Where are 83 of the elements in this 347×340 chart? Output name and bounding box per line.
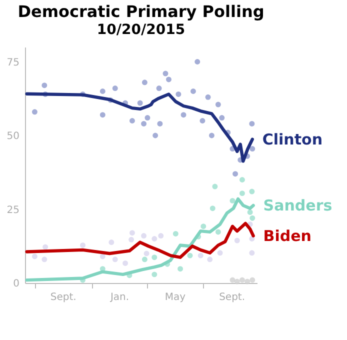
- point: [187, 252, 193, 258]
- series-label: Biden: [263, 226, 312, 245]
- point: [152, 132, 158, 138]
- point: [100, 254, 106, 260]
- point: [172, 231, 178, 236]
- point: [141, 120, 147, 126]
- point: [250, 146, 256, 152]
- point: [144, 250, 150, 256]
- chart-subtitle: 10/20/2015: [96, 22, 186, 38]
- point: [100, 112, 106, 118]
- point: [207, 256, 213, 262]
- point: [142, 80, 148, 86]
- point: [247, 209, 253, 215]
- point: [190, 88, 196, 94]
- point: [80, 242, 86, 248]
- series-label: Clinton: [262, 130, 323, 148]
- x-tick-label: May: [164, 292, 186, 303]
- point: [42, 256, 48, 262]
- point: [234, 238, 240, 244]
- point: [239, 277, 245, 283]
- point: [212, 184, 218, 190]
- point: [129, 230, 135, 236]
- point: [239, 177, 245, 182]
- point: [122, 260, 128, 266]
- point: [250, 277, 256, 283]
- y-tick-label: 50: [6, 131, 20, 142]
- point: [230, 277, 236, 283]
- point: [200, 118, 206, 124]
- point: [152, 272, 158, 278]
- point: [142, 256, 148, 262]
- point: [232, 171, 238, 177]
- line-series: [25, 197, 255, 282]
- point: [217, 250, 223, 256]
- point: [249, 188, 255, 194]
- point: [249, 250, 255, 256]
- point: [158, 233, 164, 239]
- point: [32, 109, 38, 115]
- point: [205, 94, 211, 100]
- point: [230, 198, 236, 204]
- point: [141, 233, 147, 239]
- line-series: [25, 222, 255, 259]
- point: [137, 100, 143, 106]
- point: [157, 120, 163, 126]
- point: [208, 132, 214, 138]
- point: [112, 256, 118, 262]
- point: [244, 278, 250, 284]
- point: [198, 252, 204, 258]
- point: [42, 244, 48, 250]
- point: [128, 236, 134, 242]
- point: [215, 229, 221, 235]
- point: [180, 112, 186, 118]
- point: [210, 206, 216, 212]
- x-tick-label: Sept.: [50, 292, 76, 303]
- point: [100, 88, 106, 94]
- point: [239, 190, 245, 196]
- point: [152, 254, 158, 260]
- point: [166, 76, 172, 82]
- point: [250, 215, 256, 221]
- point: [112, 86, 118, 92]
- point: [249, 120, 255, 126]
- y-tick-label: 75: [6, 57, 20, 68]
- series-label: Sanders: [263, 196, 332, 214]
- x-tick-label: Jan.: [109, 292, 130, 303]
- x-tick-label: Sept.: [219, 292, 246, 303]
- point: [178, 266, 184, 272]
- chart-title: Democratic Primary Polling: [18, 2, 264, 21]
- point: [219, 115, 225, 121]
- point: [42, 82, 48, 88]
- point: [234, 278, 240, 284]
- point: [144, 115, 150, 121]
- point: [108, 240, 114, 246]
- point: [129, 118, 135, 124]
- point: [194, 59, 200, 64]
- point: [32, 254, 38, 260]
- point: [215, 102, 221, 108]
- point: [156, 86, 162, 92]
- point: [152, 236, 158, 242]
- y-tick-label: 0: [13, 278, 20, 290]
- point: [200, 224, 206, 230]
- point: [176, 91, 182, 97]
- line-series: [25, 92, 254, 163]
- point: [162, 70, 168, 76]
- y-tick-label: 25: [6, 204, 20, 216]
